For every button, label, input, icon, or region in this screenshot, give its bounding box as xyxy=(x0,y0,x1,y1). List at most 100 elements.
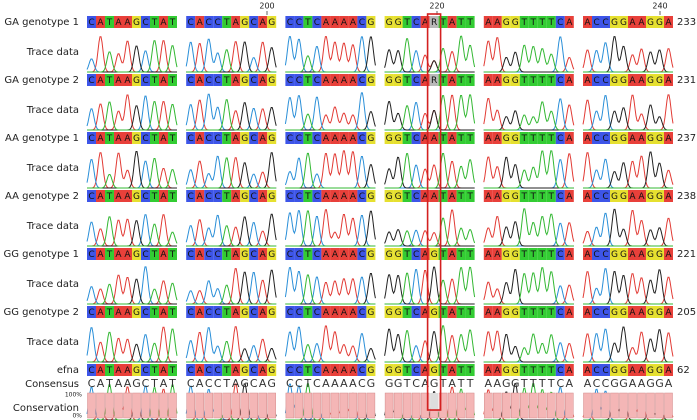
base-cell xyxy=(267,16,277,28)
base: T xyxy=(457,250,464,260)
sequence: ACCGGAAGGA xyxy=(583,308,649,318)
sequence: ACCGGAAGGA xyxy=(583,134,649,144)
base-cell xyxy=(339,306,349,318)
base-cell xyxy=(213,74,223,86)
base: G xyxy=(268,18,275,28)
trace xyxy=(285,164,376,189)
sequence: CCTCAAAACG xyxy=(285,192,347,202)
base: C xyxy=(593,134,599,144)
base: T xyxy=(106,18,113,28)
sequence: CATAAGCTAT xyxy=(87,250,145,260)
base: A xyxy=(449,192,456,202)
conservation-bar xyxy=(357,392,367,419)
base: G xyxy=(503,18,510,28)
base: A xyxy=(323,134,330,144)
base: T xyxy=(223,308,230,318)
conservation-bar xyxy=(366,392,376,419)
trace xyxy=(384,101,475,131)
base: A xyxy=(566,250,573,260)
base-cell xyxy=(528,132,538,144)
base: A xyxy=(332,76,339,86)
trace xyxy=(285,111,376,131)
conservation-bar xyxy=(132,392,141,419)
base-cell xyxy=(186,306,196,318)
base-cell xyxy=(637,364,646,376)
base-cell xyxy=(429,132,439,144)
conservation-bar xyxy=(393,392,403,419)
trace xyxy=(87,220,177,247)
base-cell xyxy=(628,306,637,318)
trace xyxy=(87,105,177,131)
base: C xyxy=(314,308,320,318)
conservation-bar xyxy=(348,392,358,419)
base: T xyxy=(151,76,158,86)
base: T xyxy=(521,308,528,318)
trace xyxy=(483,333,574,363)
conservation-bar xyxy=(114,392,123,419)
row-label: GG genotype 1 xyxy=(3,249,79,260)
trace xyxy=(483,153,575,189)
base-cell xyxy=(285,248,295,260)
base-cell xyxy=(610,306,619,318)
base-cell xyxy=(159,132,168,144)
base-cell xyxy=(664,364,673,376)
base: C xyxy=(206,134,212,144)
base: G xyxy=(367,308,374,318)
base-cell xyxy=(231,248,241,260)
row-label: efna xyxy=(57,365,79,376)
sequence: CACCTAGCAG xyxy=(186,134,248,144)
base: A xyxy=(97,76,104,86)
base-cell xyxy=(159,306,168,318)
trace xyxy=(384,266,476,305)
base: T xyxy=(151,308,158,318)
base-cell xyxy=(402,306,412,318)
base-cell xyxy=(312,364,322,376)
base-cell xyxy=(339,190,349,202)
base: C xyxy=(314,134,320,144)
base-cell xyxy=(619,190,628,202)
base: G xyxy=(620,18,627,28)
base-cell xyxy=(330,190,340,202)
base: G xyxy=(431,250,438,260)
base: A xyxy=(323,308,330,318)
base-cell xyxy=(168,16,177,28)
base-cell xyxy=(249,74,259,86)
base: T xyxy=(457,366,464,376)
base-cell xyxy=(141,364,150,376)
conservation-bar xyxy=(312,392,322,419)
base: A xyxy=(485,366,492,376)
base: C xyxy=(593,250,599,260)
base-cell xyxy=(501,248,511,260)
base-cell xyxy=(592,132,601,144)
consensus-base: G xyxy=(394,377,403,390)
base-cell xyxy=(204,190,214,202)
conservation-bar xyxy=(484,392,493,419)
conservation-bar xyxy=(186,392,195,419)
consensus-base: A xyxy=(124,377,132,390)
base-cell xyxy=(619,132,628,144)
trace xyxy=(186,326,277,363)
conservation-bar xyxy=(231,392,240,419)
base-cell xyxy=(348,364,358,376)
base-cell xyxy=(222,190,232,202)
base: T xyxy=(548,18,555,28)
base: A xyxy=(341,308,348,318)
trace xyxy=(285,36,376,73)
base-cell xyxy=(483,132,493,144)
base-cell xyxy=(321,132,331,144)
base: A xyxy=(485,192,492,202)
conservation-bar xyxy=(159,392,168,419)
base: A xyxy=(584,250,591,260)
base: T xyxy=(521,250,528,260)
base: G xyxy=(133,76,140,86)
base: C xyxy=(359,250,365,260)
base-cell xyxy=(321,190,331,202)
base: C xyxy=(215,192,221,202)
base: A xyxy=(115,76,122,86)
base-cell xyxy=(240,248,250,260)
